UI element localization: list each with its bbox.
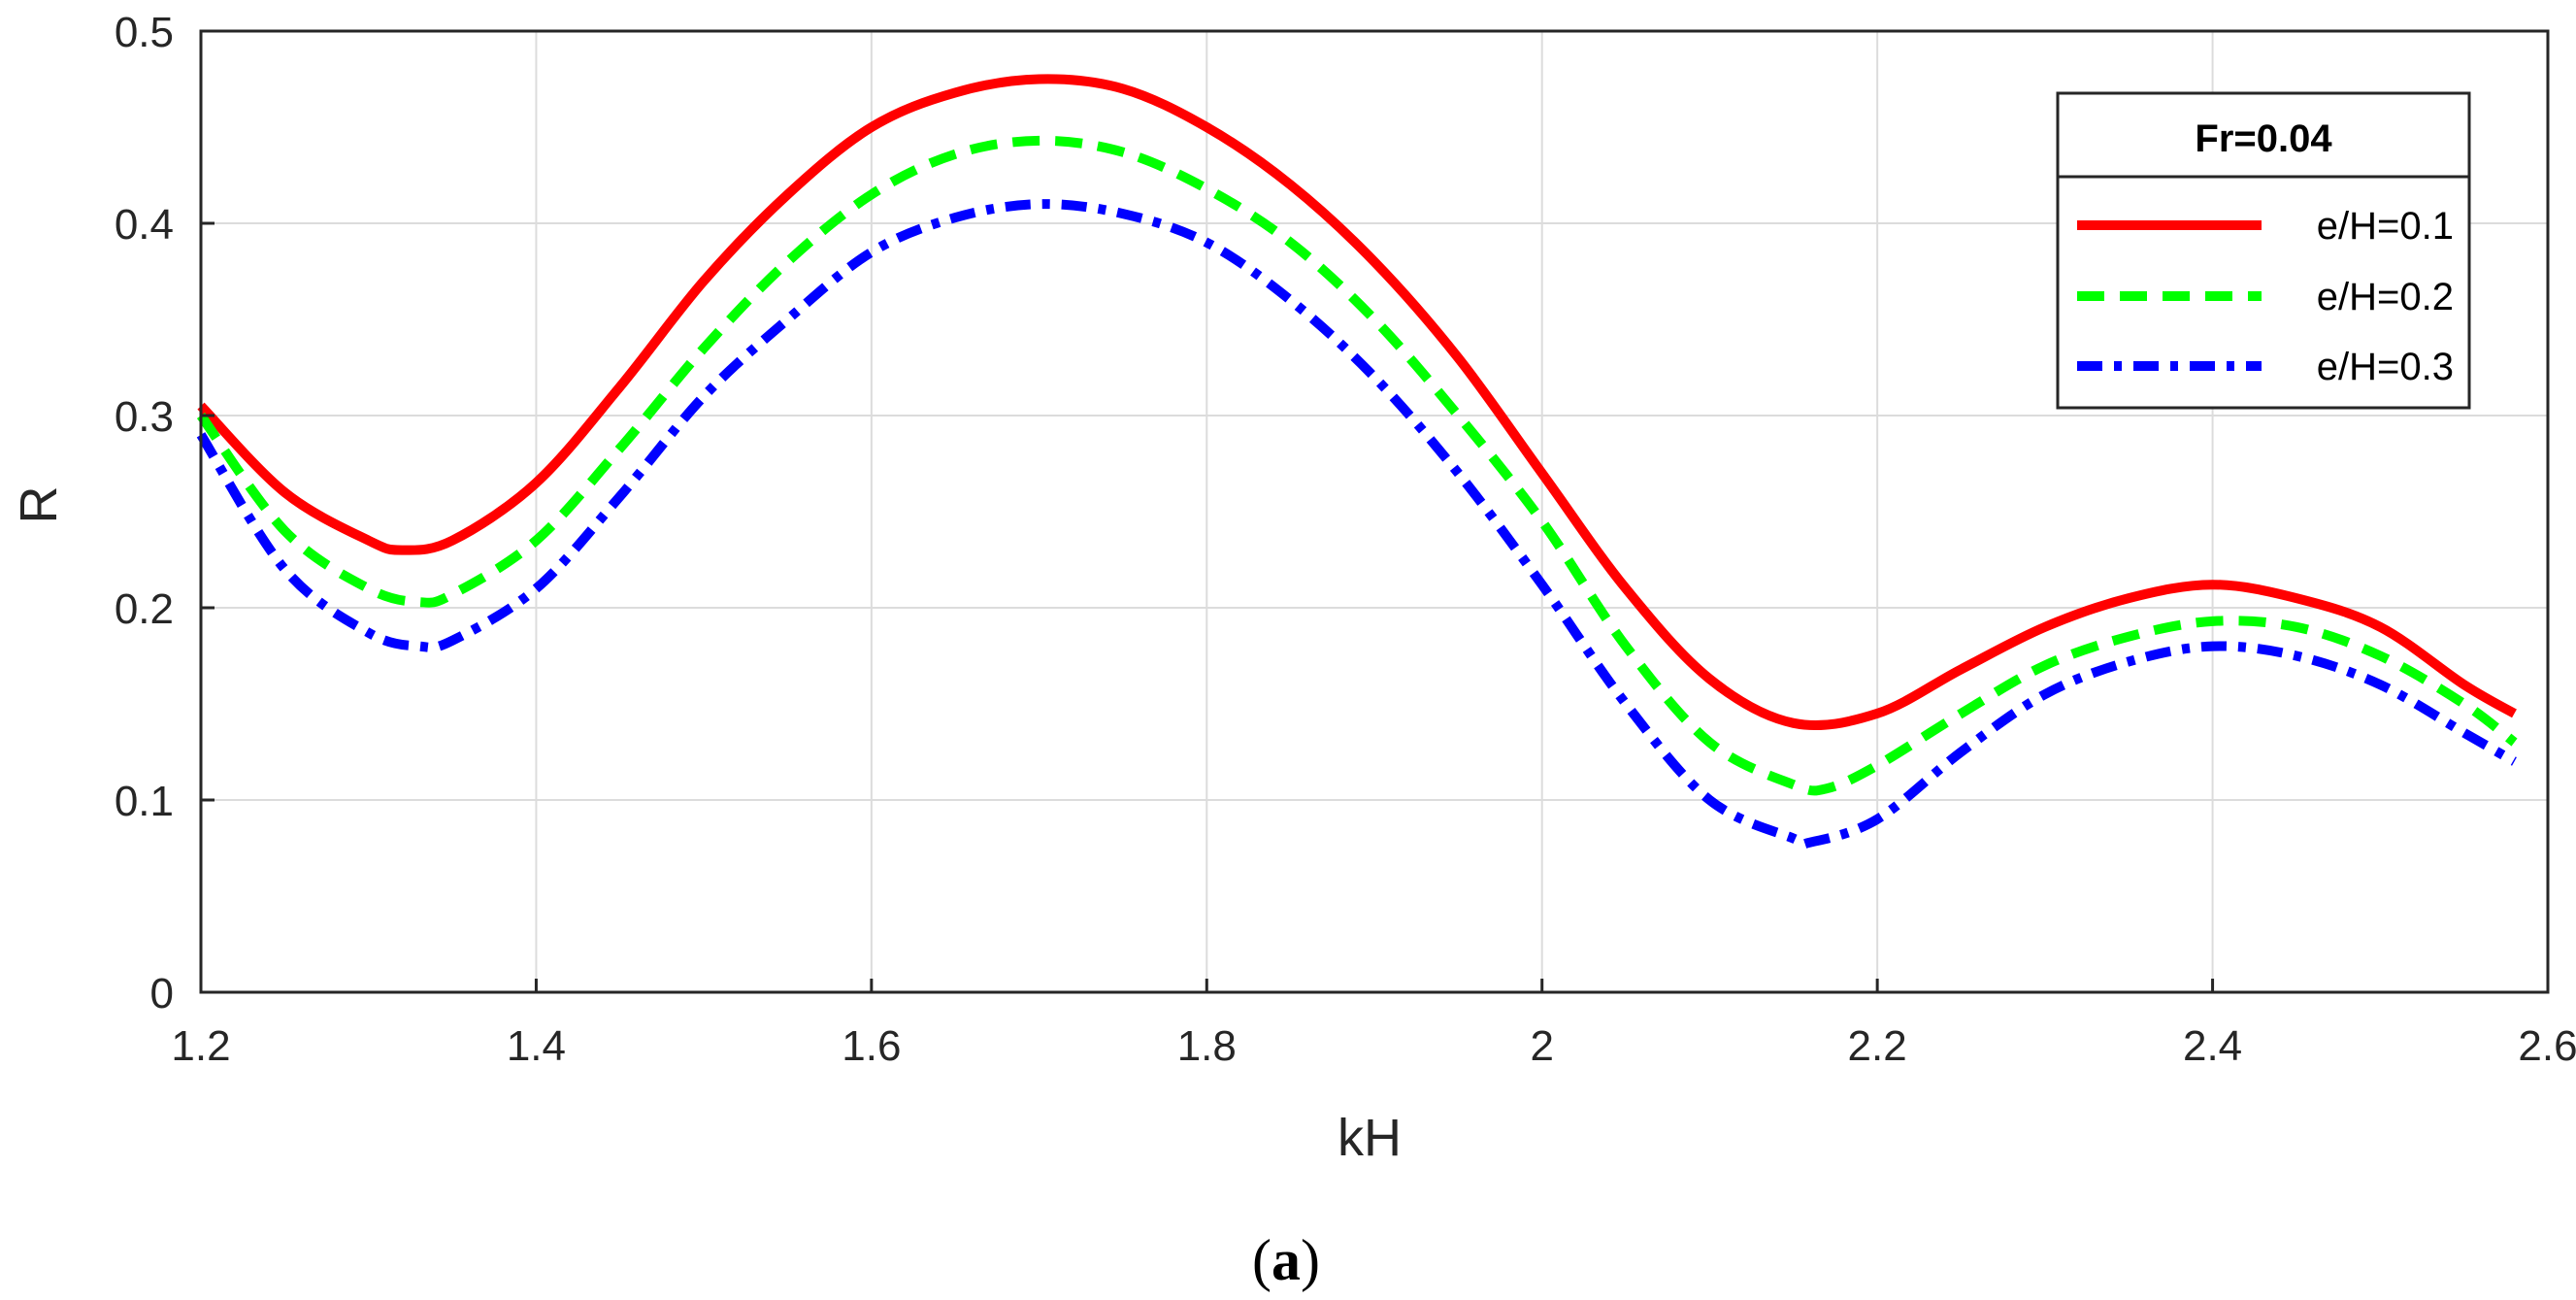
caption-letter: a [1271, 1228, 1301, 1292]
x-tick-label: 2.6 [2518, 1022, 2576, 1070]
y-tick-label: 0.1 [115, 778, 174, 825]
y-axis: 0 0.1 0.2 0.3 0.4 0.5 [115, 9, 215, 1017]
x-tick-label: 1.4 [507, 1022, 566, 1070]
y-tick-label: 0 [150, 970, 174, 1017]
x-tick-label: 2.4 [2183, 1022, 2242, 1070]
x-tick-label: 2 [1530, 1022, 1553, 1070]
x-tick-label: 1.8 [1177, 1022, 1237, 1070]
y-tick-label: 0.4 [115, 201, 174, 249]
x-tick-label: 1.6 [842, 1022, 901, 1070]
figure-caption: (a) [1252, 1228, 1320, 1292]
series-line-1 [197, 74, 2517, 731]
legend-label-2: e/H=0.2 [2317, 276, 2454, 318]
plot-frame [199, 29, 2550, 994]
series-layer [196, 74, 2518, 850]
x-axis: 1.2 1.4 1.6 1.8 2 2.2 2.4 2.6 [171, 979, 2576, 1070]
series-line-2 [196, 135, 2518, 796]
series-line-3 [196, 199, 2517, 850]
legend-entries: e/H=0.1 e/H=0.2 e/H=0.3 [2077, 205, 2454, 388]
legend-title: Fr=0.04 [2195, 117, 2332, 160]
x-tick-label: 2.2 [1848, 1022, 1907, 1070]
legend-label-1: e/H=0.1 [2317, 205, 2454, 248]
y-axis-label: R [10, 486, 68, 524]
y-tick-label: 0.2 [115, 585, 174, 633]
y-tick-label: 0.3 [115, 393, 174, 441]
caption-paren-open: ( [1252, 1228, 1271, 1292]
y-tick-label: 0.5 [115, 9, 174, 56]
legend-label-3: e/H=0.3 [2317, 346, 2454, 388]
caption-paren-close: ) [1301, 1228, 1320, 1292]
legend-box [2056, 91, 2471, 410]
x-tick-label: 1.2 [171, 1022, 230, 1070]
x-axis-label: kH [1338, 1109, 1402, 1167]
legend: Fr=0.04 e/H=0.1 e/H=0.2 e/H=0.3 [2056, 91, 2471, 410]
